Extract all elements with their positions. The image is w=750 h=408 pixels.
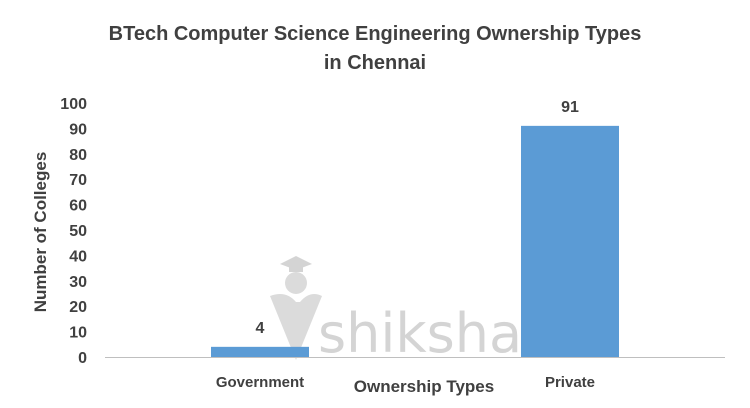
bar-private [521,125,619,357]
y-tick-label: 30 [69,274,87,291]
x-tick-label: Government [216,374,304,391]
y-tick-label: 90 [69,121,87,138]
y-tick-label: 70 [69,172,87,189]
watermark-logo: shiksha [270,256,522,365]
y-tick-label: 60 [69,198,87,215]
y-tick-label: 40 [69,248,87,265]
y-tick-label: 20 [69,299,87,316]
y-axis-label: Number of Colleges [31,152,50,313]
y-tick-label: 100 [60,96,87,113]
y-tick-label: 0 [78,350,87,367]
bar-government [211,346,309,357]
x-axis-label: Ownership Types [354,377,494,396]
y-tick-label: 80 [69,147,87,164]
watermark-text: shiksha [318,302,522,365]
data-label: 4 [256,320,265,337]
chart-title-line-2: in Chennai [324,52,426,74]
graduation-cap-icon [280,256,312,270]
y-tick-label: 50 [69,223,87,240]
chart-title-line-1: BTech Computer Science Engineering Owner… [109,23,642,45]
y-tick-label: 10 [69,325,87,342]
data-label: 91 [561,99,579,116]
x-tick-label: Private [545,374,595,391]
